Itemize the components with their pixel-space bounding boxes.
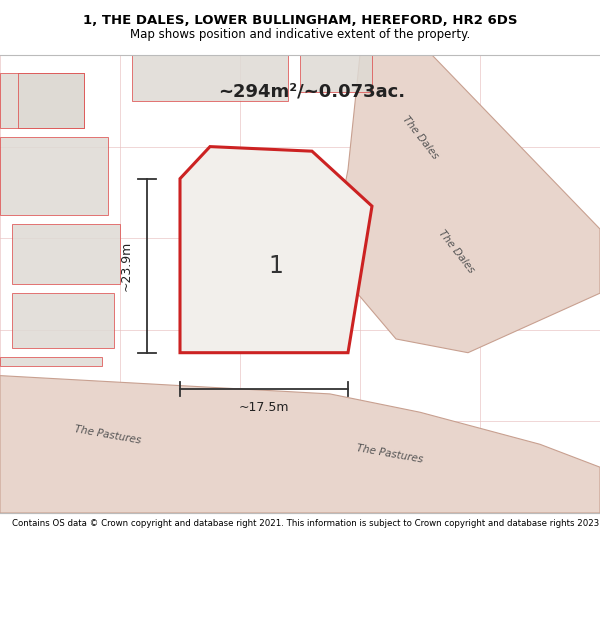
Text: 1: 1 — [269, 254, 283, 278]
Text: The Dales: The Dales — [436, 229, 476, 276]
Polygon shape — [0, 73, 84, 128]
Polygon shape — [0, 357, 102, 366]
Text: Map shows position and indicative extent of the property.: Map shows position and indicative extent… — [130, 28, 470, 41]
Polygon shape — [0, 376, 600, 513]
Text: Contains OS data © Crown copyright and database right 2021. This information is : Contains OS data © Crown copyright and d… — [12, 519, 600, 528]
Polygon shape — [12, 224, 120, 284]
Polygon shape — [180, 147, 372, 352]
Polygon shape — [0, 138, 108, 215]
Polygon shape — [18, 73, 84, 128]
Polygon shape — [132, 55, 288, 101]
Text: The Pastures: The Pastures — [356, 442, 424, 464]
Polygon shape — [330, 55, 600, 352]
Text: ~17.5m: ~17.5m — [239, 401, 289, 414]
Text: The Pastures: The Pastures — [74, 424, 142, 446]
Text: ~294m²/~0.073ac.: ~294m²/~0.073ac. — [218, 82, 406, 101]
Polygon shape — [12, 293, 114, 348]
Text: 1, THE DALES, LOWER BULLINGHAM, HEREFORD, HR2 6DS: 1, THE DALES, LOWER BULLINGHAM, HEREFORD… — [83, 14, 517, 27]
Text: The Dales: The Dales — [400, 114, 440, 161]
Polygon shape — [300, 55, 372, 92]
Text: ~23.9m: ~23.9m — [119, 241, 133, 291]
